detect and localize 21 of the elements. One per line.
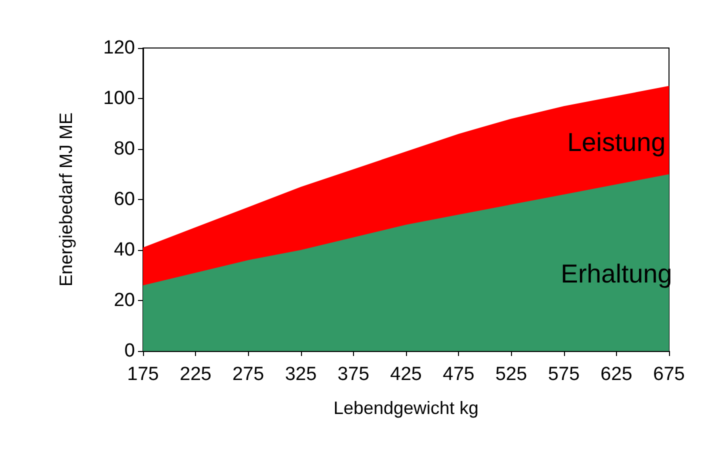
x-tick-label: 625 [600, 364, 632, 385]
y-tick-label: 120 [103, 38, 135, 58]
y-tick-label: 40 [114, 240, 135, 260]
y-tick-label: 0 [124, 340, 135, 362]
x-tick-label: 425 [390, 364, 422, 385]
y-tick-label: 20 [114, 290, 135, 311]
x-tick-label: 375 [338, 364, 370, 385]
x-tick-label: 475 [442, 364, 474, 385]
y-tick-label: 100 [103, 88, 135, 109]
x-tick-label: 675 [653, 364, 685, 385]
x-tick-label: 575 [548, 364, 580, 385]
x-tick-label: 225 [180, 364, 212, 385]
x-tick-label: 275 [232, 364, 264, 385]
y-axis-title: Energiebedarf MJ ME [56, 112, 76, 287]
series-label: Leistung [567, 127, 666, 158]
x-tick-label: 525 [495, 364, 528, 385]
y-tick-label: 80 [114, 138, 135, 160]
y-tick-label: 60 [114, 189, 135, 210]
x-axis-title: Lebendgewicht kg [333, 398, 479, 418]
x-tick-label: 175 [127, 364, 159, 385]
x-tick-label: 325 [284, 364, 317, 385]
